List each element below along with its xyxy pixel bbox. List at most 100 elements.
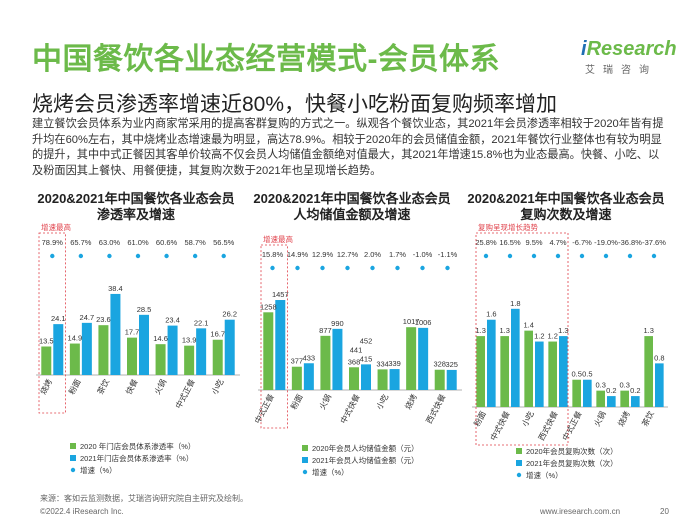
- value-label-2021: 22.1: [194, 318, 209, 327]
- growth-dot: [221, 253, 226, 259]
- growth-dot: [345, 265, 350, 271]
- growth-label: 58.7%: [185, 238, 207, 247]
- highlight-annotation: 增速最高: [263, 234, 293, 244]
- growth-label: -1.1%: [438, 250, 458, 259]
- value-label-2020: 0.5: [571, 370, 581, 379]
- growth-dot: [651, 253, 657, 259]
- bar-2021: [535, 341, 544, 407]
- category-label: 西式快餐: [424, 392, 448, 425]
- bar-2020: [212, 339, 223, 375]
- legend-growth-label: 增速（%）: [526, 470, 563, 480]
- growth-dot: [135, 253, 141, 259]
- bar-2021: [389, 369, 400, 390]
- value-label-2021: 1.2: [534, 332, 544, 341]
- legend-2020-label: 2020 年门店会员体系渗透率（%）: [80, 441, 195, 451]
- bar-2021: [332, 328, 343, 390]
- bar-2021: [361, 364, 371, 390]
- category-label: 西式快餐: [536, 409, 560, 442]
- logo-wordmark: iResearch: [581, 38, 681, 61]
- bar-2020: [548, 341, 557, 407]
- value-label-2021: 28.5: [137, 305, 152, 314]
- highlight-box: [38, 232, 66, 414]
- value-label-2020: 13.9: [182, 336, 197, 345]
- bar-2021: [511, 308, 520, 407]
- value-label-2021: 0.2: [630, 386, 640, 395]
- category-label: 烧烤: [403, 392, 419, 411]
- bar-2021: [167, 325, 178, 375]
- value-label-2021: 0.5: [582, 370, 592, 379]
- bar-2021: [275, 300, 286, 390]
- logo-i: i: [581, 38, 587, 60]
- bar-2021: [583, 379, 592, 407]
- logo-research: Research: [586, 38, 677, 60]
- value-label-2020: 334: [376, 359, 389, 368]
- growth-dot: [50, 253, 55, 259]
- bar-2020: [620, 390, 629, 407]
- category-label: 烧烤: [38, 377, 54, 396]
- bar-2020: [127, 337, 137, 375]
- value-label-2021: 23.4: [165, 316, 180, 325]
- bar-2021: [446, 369, 457, 390]
- iresearch-logo: iResearch 艾瑞咨询: [581, 38, 681, 76]
- value-label-2020: 1.3: [499, 326, 509, 335]
- value-label-2020: 1.4: [523, 321, 533, 330]
- legend-growth-swatch: [70, 467, 76, 473]
- value-label-2020: 0.3: [595, 381, 605, 390]
- bar-2020: [349, 367, 359, 390]
- value-label-2021: 339: [388, 359, 401, 368]
- category-label: 茶饮: [639, 409, 655, 428]
- legend-2021-swatch: [516, 460, 522, 466]
- value-label-2021: 1.8: [510, 299, 520, 308]
- bar-2021: [224, 319, 235, 375]
- growth-label: -36.8%: [618, 238, 642, 247]
- growth-label: 12.9%: [312, 250, 334, 259]
- bar-2020: [434, 369, 445, 390]
- bar-2020: [98, 325, 109, 375]
- growth-label: 60.6%: [156, 238, 178, 247]
- bar-2020: [596, 390, 605, 407]
- page-subtitle: 烧烤会员渗透率增速近80%，快餐小吃粉面复购频率增加: [32, 93, 558, 116]
- bar-2020: [500, 336, 509, 407]
- footer-url[interactable]: www.iresearch.com.cn: [540, 507, 621, 516]
- category-label: 中式正餐: [252, 392, 276, 425]
- growth-dot: [370, 265, 375, 271]
- growth-label: 1.7%: [389, 250, 406, 259]
- chart-stored-value: 15.8% 14.9% 12.9% 12.7% 2.0% 1.7% -1.0% -1.1% 12…: [252, 234, 462, 477]
- legend-2021-label: 2021年门店会员体系渗透率（%）: [80, 453, 193, 463]
- bar-2020: [377, 369, 388, 390]
- growth-dot: [627, 253, 633, 259]
- growth-label: -1.0%: [413, 250, 433, 259]
- bar-2021: [487, 319, 496, 407]
- growth-label: 56.5%: [213, 238, 235, 247]
- category-label: 中式快餐: [338, 392, 362, 425]
- legend-2020-swatch: [516, 448, 522, 454]
- growth-dot: [164, 253, 169, 259]
- growth-label: 61.0%: [127, 238, 149, 247]
- growth-dot: [320, 265, 325, 271]
- growth-label: 16.5%: [499, 238, 521, 247]
- bar-2021: [139, 314, 149, 375]
- value-label-2020: 877: [319, 326, 332, 335]
- bar-2021: [418, 327, 429, 390]
- highlight-annotation: 增速最高: [41, 222, 71, 232]
- legend-2021-label: 2021年会员人均储值金额（元）: [312, 455, 419, 465]
- bar-2021: [196, 328, 207, 375]
- value-label-2021: 24.7: [80, 313, 95, 322]
- page-title: 中国餐饮各业态经营模式-会员体系: [32, 43, 500, 76]
- value-label-2021: 415: [360, 354, 373, 363]
- value-label-2021: 433: [303, 353, 316, 362]
- value-label-2020: 17.7: [125, 328, 140, 337]
- legend-growth-label: 增速（%）: [312, 467, 349, 477]
- category-label: 小吃: [374, 392, 390, 411]
- growth-dot: [579, 253, 585, 259]
- bar-2021: [81, 322, 92, 375]
- category-label: 茶饮: [95, 377, 111, 396]
- growth-label: 63.0%: [99, 238, 121, 247]
- bar-2021: [631, 396, 640, 407]
- bar-2020: [184, 345, 195, 375]
- growth-dot: [107, 253, 112, 259]
- category-label: 中式正餐: [560, 409, 584, 442]
- value-label-2020: 14.6: [153, 334, 168, 343]
- page-number: 20: [660, 507, 669, 516]
- category-label: 小吃: [209, 377, 225, 396]
